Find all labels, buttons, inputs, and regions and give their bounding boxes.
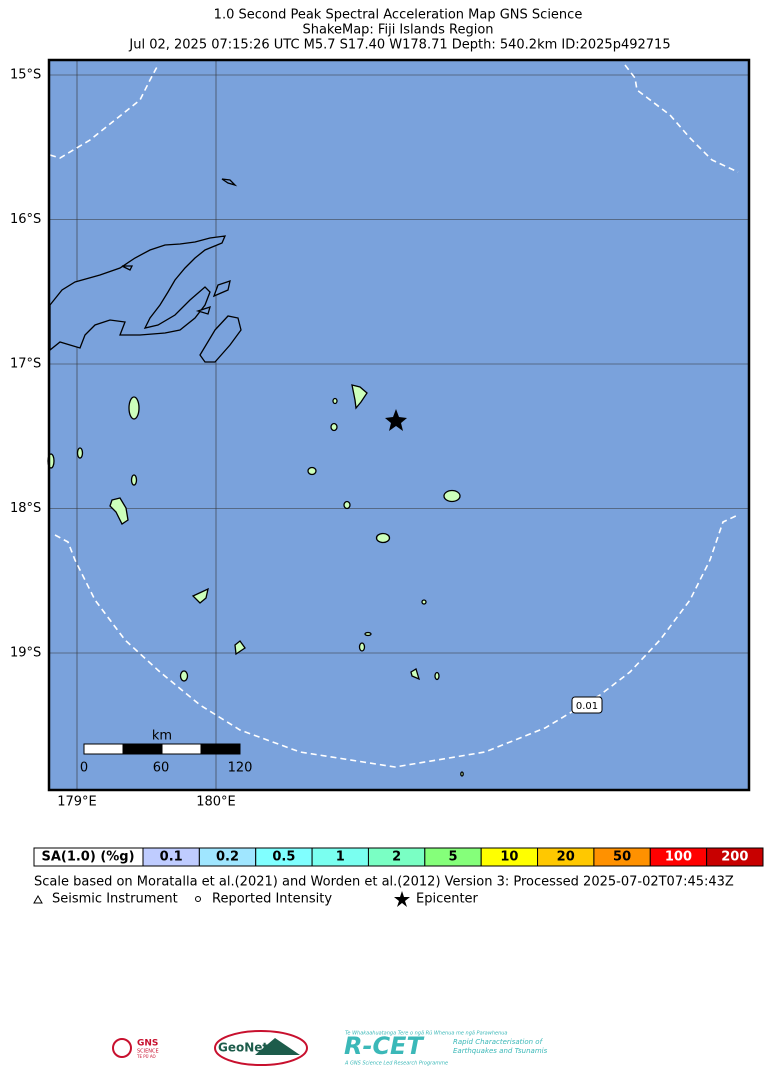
island <box>128 396 140 420</box>
contour <box>54 514 739 768</box>
gns-logo: GNS <box>137 1039 158 1049</box>
symbol-label: Seismic Instrument <box>52 892 178 907</box>
scale-unit: km <box>152 729 172 744</box>
lon-label: 180°E <box>196 795 236 810</box>
scale-label: 120 <box>228 761 253 776</box>
subtitle: ShakeMap: Fiji Islands Region <box>302 23 493 38</box>
legend-label: 1 <box>336 850 345 865</box>
legend-cell <box>706 847 764 867</box>
legend-label: 20 <box>557 850 575 865</box>
legend: SA(1.0) (%g) 0.1 0.2 0.5 1 2 5 10 20 50 100 200 <box>33 847 764 867</box>
contour-label: 0.01 <box>576 701 598 712</box>
island <box>330 422 338 432</box>
legend-label: 0.5 <box>272 850 295 865</box>
island <box>130 474 138 486</box>
rcet-logo: R-CET <box>344 1032 424 1060</box>
legend-label: 2 <box>392 850 401 865</box>
gns-logo-maori: TE PŪ AO <box>136 1054 156 1059</box>
scale-label: 0 <box>80 761 88 776</box>
taveuni <box>199 315 242 363</box>
island <box>234 640 246 656</box>
logos: GNS SCIENCE TE PŪ AO GeoNet Te Whakaahua… <box>112 1030 548 1067</box>
map-frame <box>47 58 751 792</box>
lat-label: 19°S <box>10 646 41 661</box>
contour <box>49 64 159 159</box>
island <box>221 178 238 187</box>
gns-icon <box>112 1038 132 1058</box>
legend-label: 200 <box>721 850 748 865</box>
gns-logo-sub: SCIENCE <box>137 1049 159 1055</box>
island <box>76 447 84 459</box>
scale-bar: km 0 60 120 <box>80 729 253 776</box>
epicenter-symbol <box>394 891 410 907</box>
rcet-bottom: A GNS Science Led Research Programme <box>344 1061 448 1067</box>
island <box>434 671 440 681</box>
legend-note: Scale based on Moratalla et al.(2021) an… <box>34 875 734 890</box>
geonet-logo: GeoNet <box>218 1041 268 1055</box>
rcet-side: Rapid Characterisation of <box>453 1038 544 1046</box>
event-info: Jul 02, 2025 07:15:26 UTC M5.7 S17.40 W1… <box>128 38 670 53</box>
instrument-symbol <box>33 894 43 904</box>
island <box>191 587 209 604</box>
island <box>332 397 338 405</box>
vanua-levu <box>49 235 227 352</box>
island <box>109 497 129 525</box>
island <box>421 599 427 605</box>
legend-title: SA(1.0) (%g) <box>41 850 134 865</box>
island <box>121 265 134 271</box>
island <box>358 642 366 652</box>
island <box>460 771 464 777</box>
geonet-ring <box>214 1030 308 1066</box>
scale-label: 60 <box>153 761 170 776</box>
epicenter <box>385 409 407 431</box>
symbol-label: Epicenter <box>416 892 479 907</box>
legend-label: 0.2 <box>216 850 239 865</box>
island <box>410 668 421 681</box>
lat-label: 16°S <box>10 212 41 227</box>
island <box>351 384 368 410</box>
island <box>195 305 211 315</box>
symbol-label: Reported Intensity <box>212 892 332 907</box>
legend-label: 5 <box>448 850 457 865</box>
island <box>179 670 189 682</box>
island <box>443 489 461 503</box>
island <box>375 532 391 544</box>
intensity-symbol <box>195 896 201 902</box>
lat-label: 18°S <box>10 501 41 516</box>
legend-label: 0.1 <box>160 850 183 865</box>
contour <box>624 64 739 173</box>
contour-label-box <box>571 696 603 714</box>
island <box>343 500 351 510</box>
lat-label: 17°S <box>10 357 41 372</box>
legend-label: 50 <box>613 850 631 865</box>
rcet-side: Earthquakes and Tsunamis <box>453 1047 548 1055</box>
island <box>364 631 372 637</box>
lat-label: 15°S <box>10 68 41 83</box>
legend-label: 10 <box>500 850 518 865</box>
rcet-top: Te Whakaahuatanga Tere o ngā Rū Whenua m… <box>345 1031 507 1037</box>
graticule <box>49 60 749 790</box>
legend-label: 100 <box>665 850 692 865</box>
island <box>212 280 231 298</box>
title: 1.0 Second Peak Spectral Acceleration Ma… <box>214 8 583 23</box>
geonet-mountain <box>255 1038 300 1055</box>
lon-label: 179°E <box>57 795 97 810</box>
island <box>307 466 317 476</box>
map: 0.01 km 0 <box>47 58 751 792</box>
